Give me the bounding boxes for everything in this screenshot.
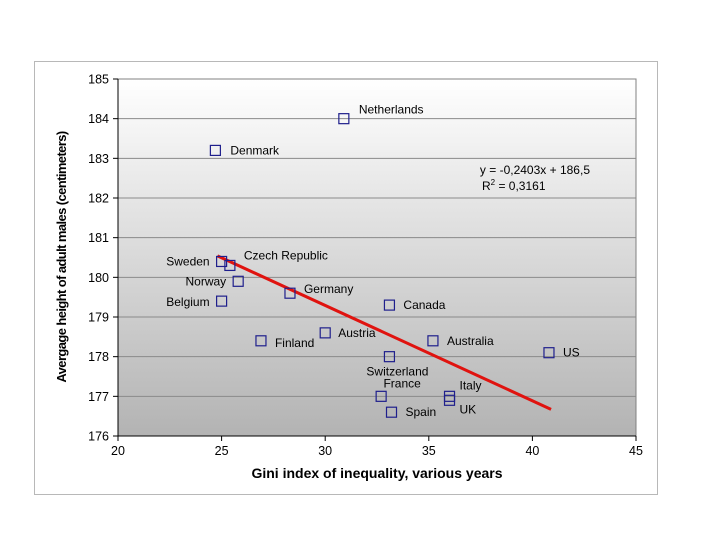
regression-equation: y = -0,2403x + 186,5 bbox=[480, 163, 590, 177]
x-tick-label-45: 45 bbox=[629, 444, 643, 458]
r-squared-letter: R bbox=[482, 179, 491, 193]
data-point-denmark bbox=[209, 144, 221, 156]
x-tick-label-40: 40 bbox=[525, 444, 539, 458]
data-point-finland bbox=[255, 335, 267, 347]
y-axis-title: Avergage height of adult males (centimet… bbox=[54, 131, 69, 383]
y-tick-label-179: 179 bbox=[88, 311, 109, 325]
data-point-belgium bbox=[216, 295, 228, 307]
data-point-netherlands bbox=[338, 113, 350, 125]
y-tick-label-182: 182 bbox=[88, 192, 109, 206]
x-tick-label-35: 35 bbox=[422, 444, 436, 458]
data-point-switzerland bbox=[383, 351, 396, 363]
point-label-france: France bbox=[383, 376, 421, 390]
y-tick-label-181: 181 bbox=[88, 231, 109, 245]
data-point-canada bbox=[383, 299, 396, 311]
data-point-sweden bbox=[216, 255, 228, 268]
y-tick-label-185: 185 bbox=[88, 73, 109, 87]
point-label-austria: Austria bbox=[338, 326, 376, 340]
data-point-france bbox=[375, 390, 387, 402]
point-label-spain: Spain bbox=[406, 405, 437, 419]
point-label-denmark: Denmark bbox=[230, 143, 280, 157]
x-axis-title: Gini index of inequality, various years bbox=[251, 465, 502, 481]
point-label-uk: UK bbox=[460, 402, 477, 416]
point-label-finland: Finland bbox=[275, 336, 314, 350]
data-point-australia bbox=[427, 335, 439, 347]
data-points bbox=[209, 113, 555, 418]
y-tick-label-184: 184 bbox=[88, 112, 109, 126]
data-point-uk bbox=[443, 394, 456, 406]
data-point-germany bbox=[284, 287, 296, 299]
r-squared-label: R2 = 0,3161 bbox=[482, 178, 546, 193]
point-label-norway: Norway bbox=[185, 274, 226, 288]
y-tick-label-177: 177 bbox=[88, 390, 109, 404]
data-point-czech-republic bbox=[224, 259, 236, 272]
point-label-germany: Germany bbox=[304, 282, 353, 296]
point-label-netherlands: Netherlands bbox=[359, 103, 424, 117]
trendline bbox=[216, 254, 552, 411]
axes bbox=[113, 78, 637, 441]
x-tick-label-20: 20 bbox=[111, 444, 125, 458]
data-point-norway bbox=[232, 275, 244, 287]
point-label-sweden: Sweden bbox=[166, 254, 209, 268]
gridlines bbox=[118, 118, 636, 397]
r-squared-value: = 0,3161 bbox=[495, 179, 546, 193]
point-label-us: US bbox=[563, 346, 580, 360]
point-label-italy: Italy bbox=[460, 378, 482, 392]
r-squared-exponent: 2 bbox=[491, 178, 496, 187]
x-tick-label-30: 30 bbox=[318, 444, 332, 458]
point-label-belgium: Belgium bbox=[166, 295, 209, 309]
y-tick-label-183: 183 bbox=[88, 152, 109, 166]
point-label-canada: Canada bbox=[403, 298, 445, 312]
point-label-czech-republic: Czech Republic bbox=[244, 248, 328, 262]
y-tick-label-178: 178 bbox=[88, 350, 109, 364]
data-point-austria bbox=[319, 327, 331, 339]
point-labels: Netherlands Denmark Sweden Czech Republic No… bbox=[166, 103, 579, 420]
y-tick-label-180: 180 bbox=[88, 271, 109, 285]
x-tick-label-25: 25 bbox=[215, 444, 229, 458]
plot-area bbox=[117, 78, 637, 437]
data-point-us bbox=[543, 347, 555, 359]
data-point-spain bbox=[385, 406, 398, 418]
point-label-switzerland: Switzerland bbox=[366, 365, 428, 379]
point-label-australia: Australia bbox=[447, 334, 494, 348]
y-tick-label-176: 176 bbox=[88, 430, 109, 444]
tick-labels: 176 177 178 179 180 181 182 183 184 185 20 25 30 35 40… bbox=[88, 73, 643, 459]
